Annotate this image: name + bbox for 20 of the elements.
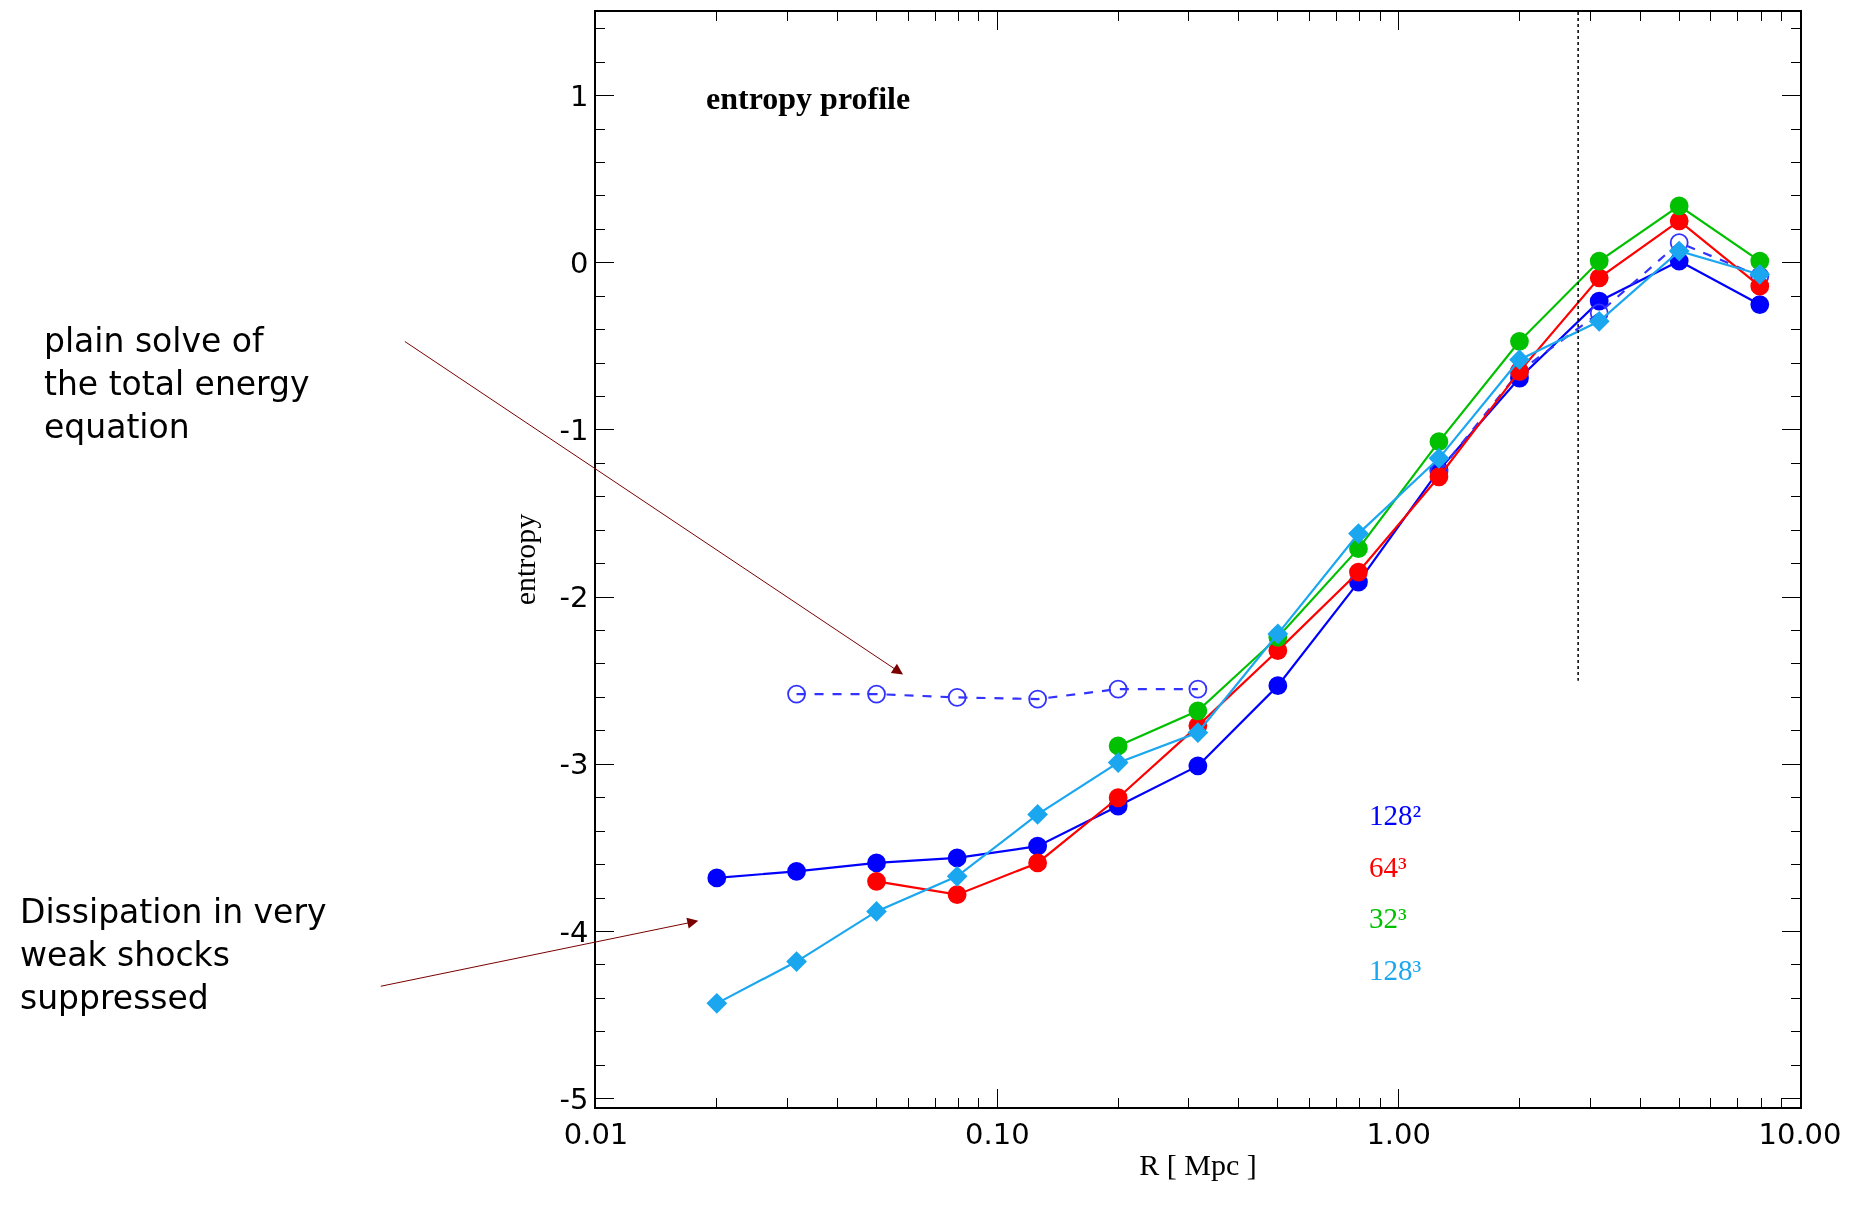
text: 32³ [1369, 902, 1407, 934]
x-axis-title: R [ Mpc ] [1139, 1147, 1257, 1181]
y-tick-label: -5 [559, 1081, 589, 1116]
y-tick-label: 1 [570, 78, 589, 113]
y-tick-label: -2 [559, 580, 589, 615]
y-tick-label: -3 [559, 747, 589, 782]
annotation: entropy profile [706, 80, 911, 116]
text: 128³ [1369, 954, 1422, 986]
text: Dissipation in very weak shocks suppressed [20, 892, 327, 1017]
y-axis-title: entropy [508, 513, 542, 606]
text: 64³ [1369, 851, 1407, 883]
x-tick-label: 1.00 [1366, 1116, 1431, 1151]
y-tick-label: 0 [570, 245, 589, 280]
x-tick-label: 0.10 [965, 1116, 1030, 1151]
y-tick-label: -1 [559, 413, 589, 448]
y-tick-label: -4 [559, 914, 589, 949]
x-tick-label: 10.00 [1758, 1116, 1842, 1151]
text: 128² [1369, 799, 1422, 831]
x-tick-label: 0.01 [563, 1116, 629, 1151]
text: plain solve of the total energy equation [44, 321, 310, 446]
